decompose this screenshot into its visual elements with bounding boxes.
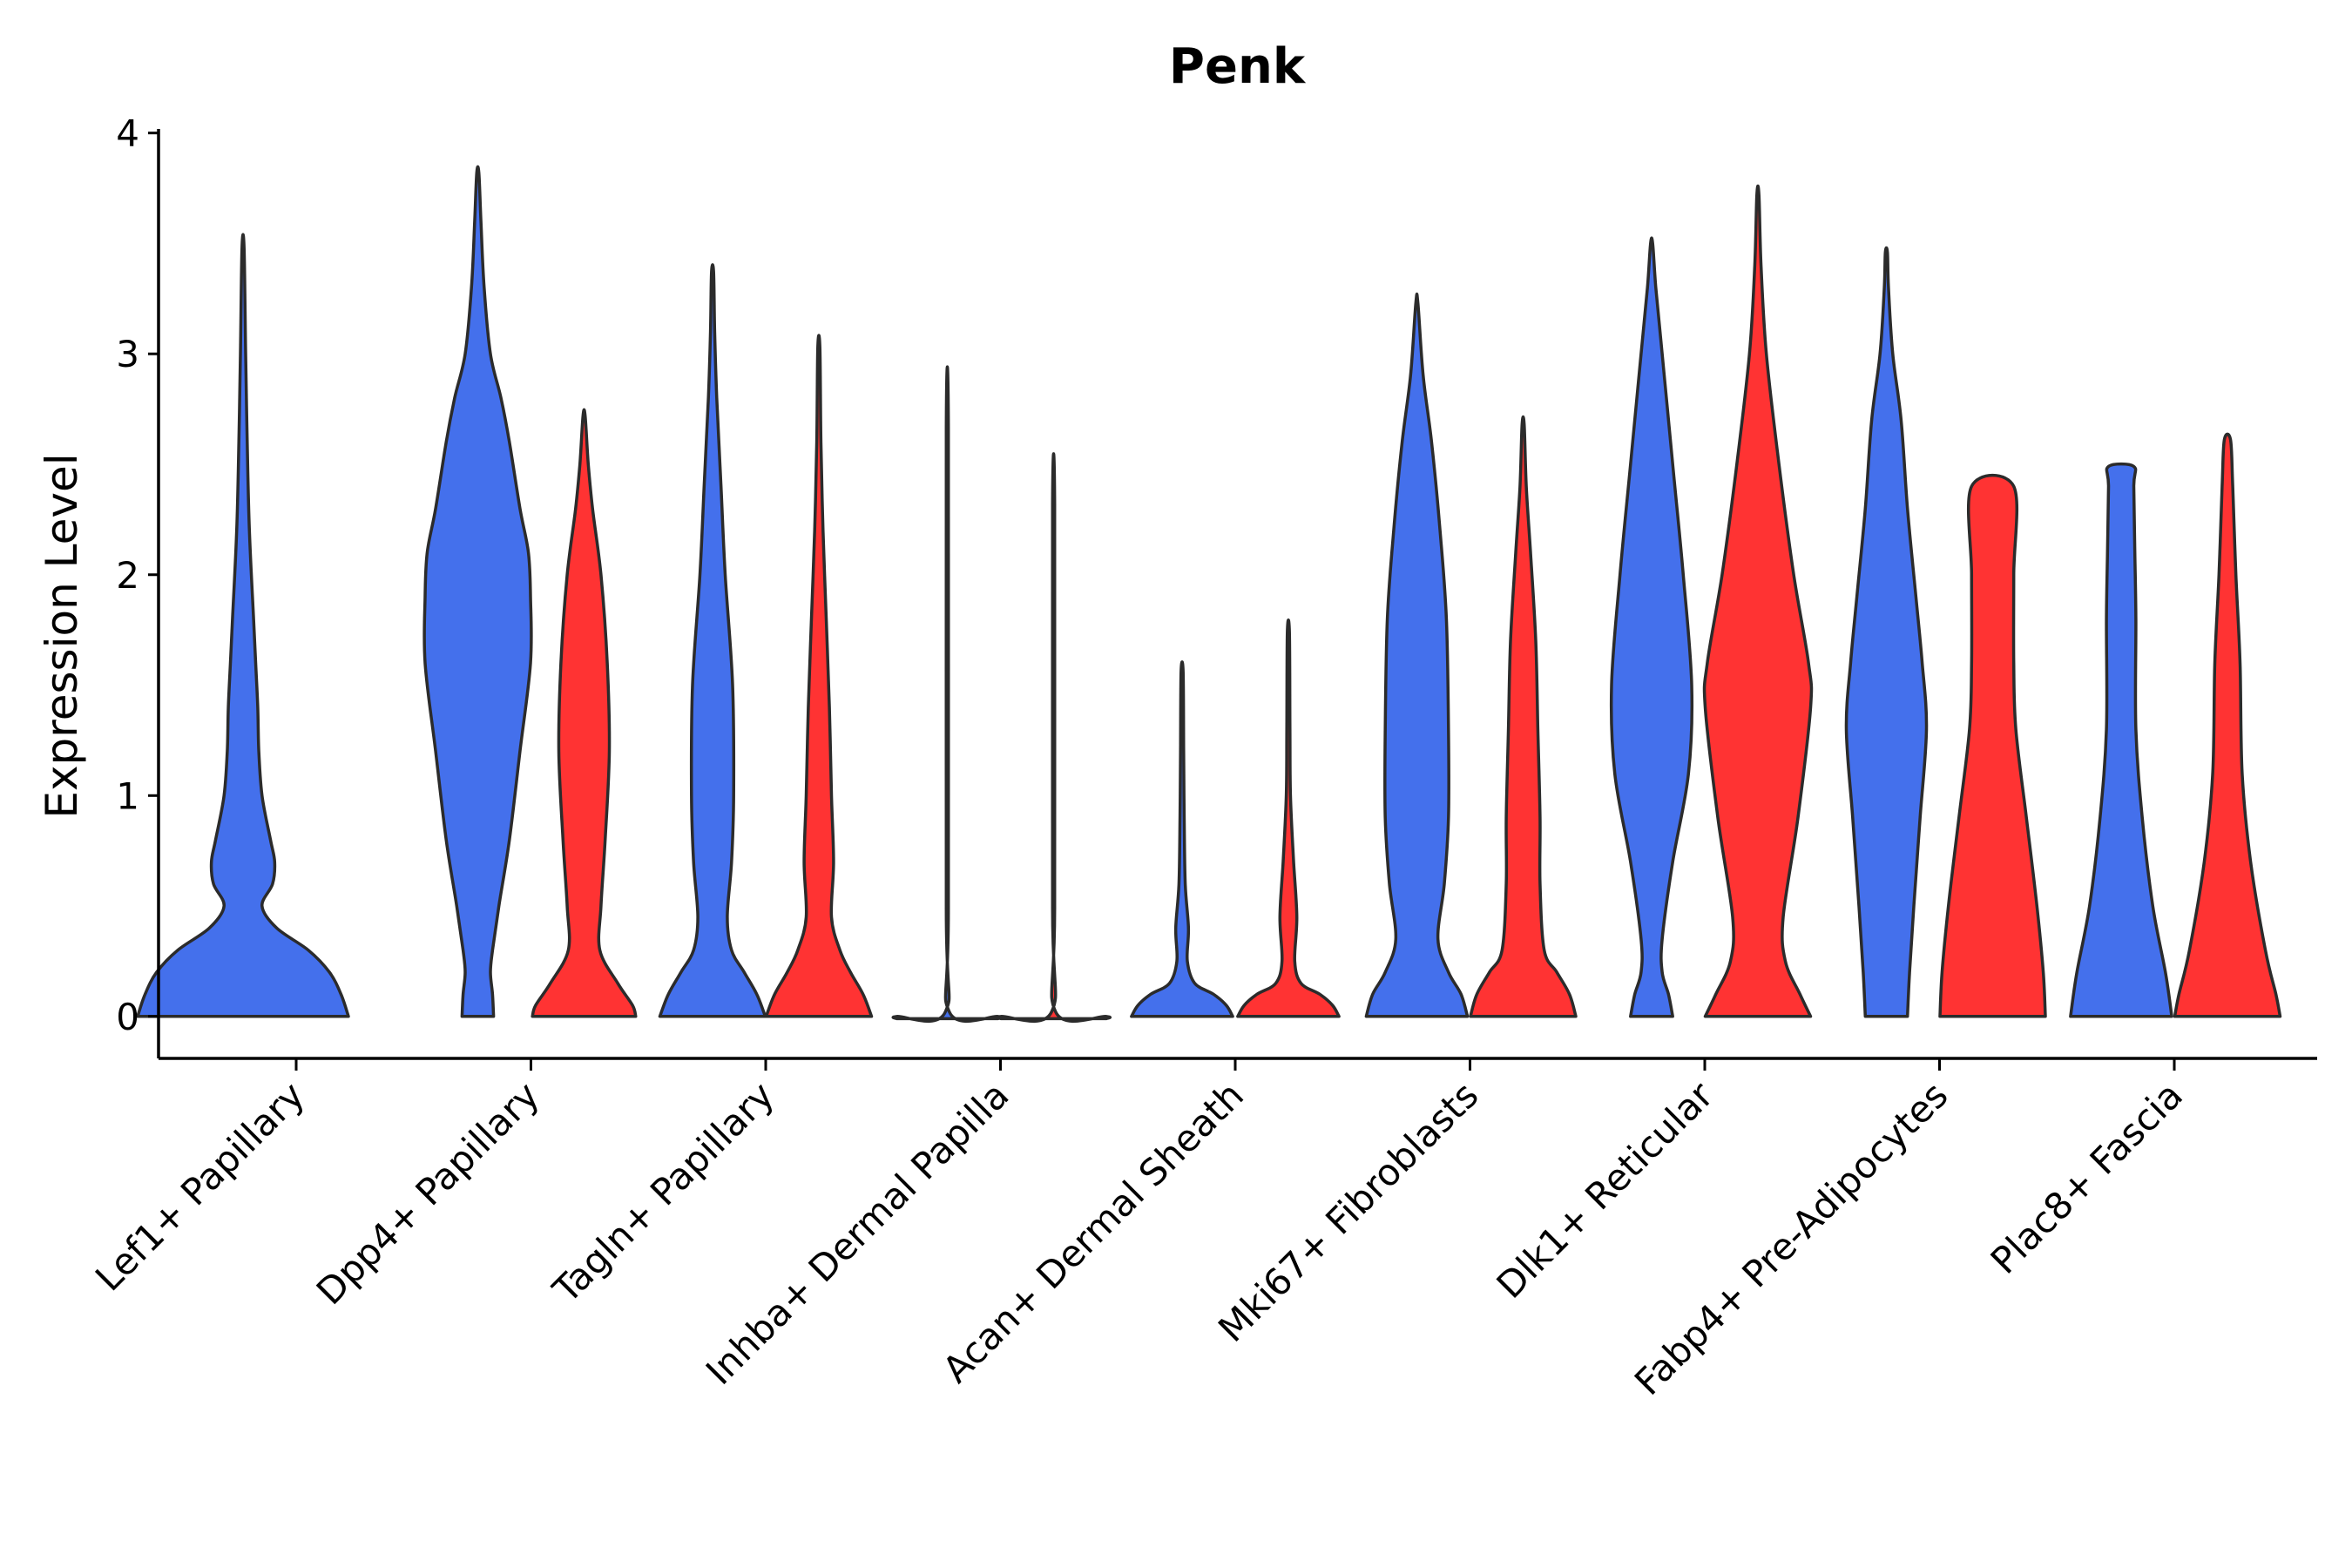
- x-tick-label: Dpp4+ Papillary: [308, 1073, 548, 1313]
- x-tick-label: Mki67+ Fibroblasts: [1210, 1073, 1486, 1349]
- violin-group: [136, 165, 2282, 1023]
- violin-plac8-fascia-red: [2173, 432, 2282, 1018]
- violin-dlk1-reticular-red: [1702, 184, 1814, 1018]
- y-tick-label: 2: [116, 554, 139, 597]
- violin-inhba-dermal-papilla-blue: [891, 365, 1004, 1023]
- y-tick-label: 3: [116, 333, 139, 375]
- violin-tagln-papillary-red: [764, 334, 874, 1018]
- violin-mki67-fibroblasts-red: [1469, 415, 1578, 1018]
- x-tick-label: Lef1+ Papillary: [87, 1073, 313, 1299]
- violin-dpp4-papillary-blue: [422, 165, 533, 1018]
- violin-mki67-fibroblasts-blue: [1364, 292, 1470, 1018]
- x-tick-label: Tagln+ Papillary: [544, 1073, 782, 1311]
- violin-fabp4-pre-adipocytes-red: [1938, 474, 2047, 1018]
- violin-dpp4-papillary-red: [531, 408, 638, 1018]
- axes: [157, 129, 2317, 1060]
- violin-tagln-papillary-blue: [658, 263, 767, 1018]
- violin-acan-dermal-sheath-blue: [1130, 660, 1234, 1018]
- y-tick-label: 4: [116, 112, 139, 155]
- y-tick-label: 1: [116, 774, 139, 817]
- chart-title: Penk: [1169, 38, 1307, 95]
- y-axis-label: Expression Level: [37, 453, 87, 818]
- violin-dlk1-reticular-blue: [1609, 236, 1694, 1018]
- violin-lef1-papillary-blue: [136, 233, 350, 1018]
- y-axis-ticks: 0 1 2 3 4: [116, 112, 159, 1038]
- violin-inhba-dermal-papilla-red: [995, 452, 1112, 1023]
- violin-fabp4-pre-adipocytes-blue: [1844, 246, 1929, 1018]
- violin-plac8-fascia-blue: [2069, 462, 2173, 1018]
- violin-acan-dermal-sheath-red: [1236, 618, 1341, 1018]
- x-tick-label: Plac8+ Fascia: [1983, 1073, 2191, 1281]
- x-tick-label: Dlk1+ Reticular: [1489, 1073, 1722, 1307]
- y-tick-label: 0: [116, 996, 139, 1038]
